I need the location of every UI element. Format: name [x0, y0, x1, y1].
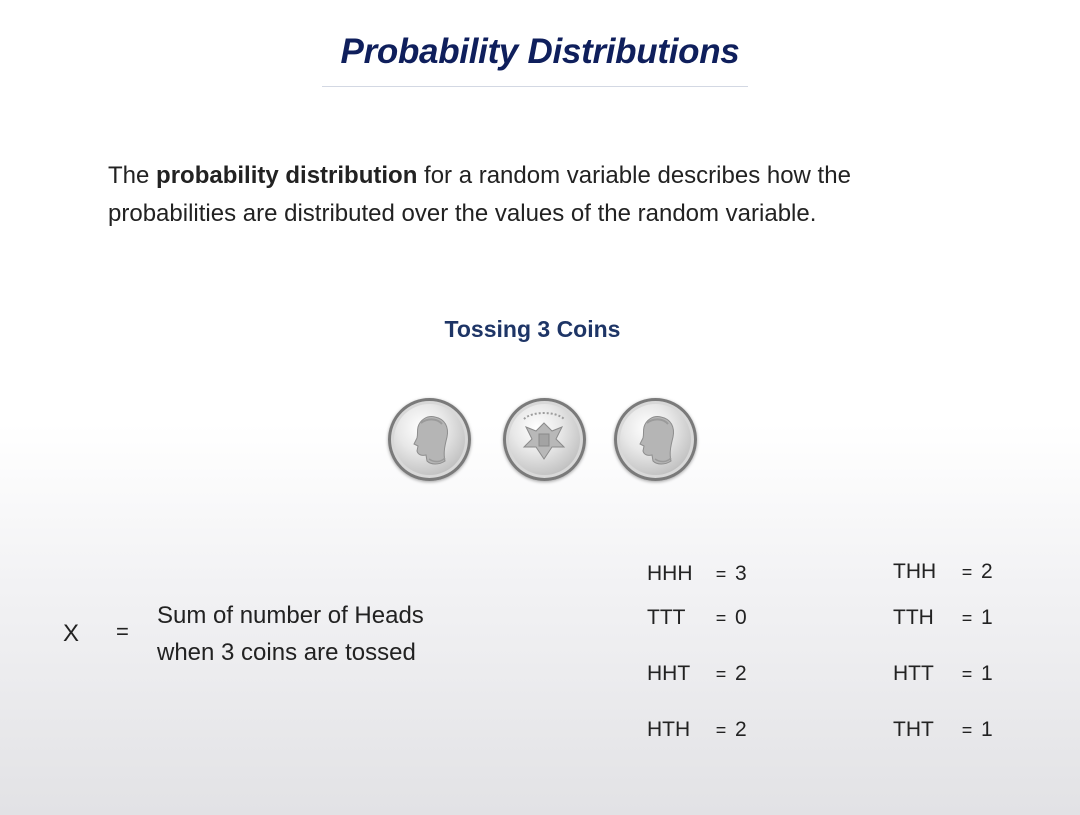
- outcome-value: 1: [981, 718, 993, 741]
- slide-title: Probability Distributions: [340, 32, 740, 71]
- section-subtitle: Tossing 3 Coins: [444, 316, 621, 342]
- outcome-sequence: THH: [893, 560, 937, 583]
- outcome-row: TTT = 0: [647, 606, 755, 630]
- variable-description: Sum of number of Heads when 3 coins are …: [157, 597, 424, 671]
- coin-heads-icon: [388, 398, 471, 481]
- outcome-row: HTH = 2: [647, 718, 755, 742]
- outcome-sequence: HHT: [647, 662, 691, 685]
- outcome-equals: =: [715, 564, 727, 584]
- definition-line1-rest: for a random variable describes how the: [417, 162, 851, 189]
- coin-tails-icon: [503, 398, 586, 481]
- title-underline: [322, 86, 748, 87]
- coin-row: [0, 398, 1080, 483]
- outcome-value: 2: [735, 718, 747, 741]
- outcome-sequence: THT: [893, 718, 934, 741]
- variable-equals: =: [116, 619, 129, 644]
- outcome-row: HHT = 2: [647, 662, 755, 686]
- variable-desc-line1: Sum of number of Heads: [157, 602, 424, 629]
- outcome-row: HTT = 1: [893, 662, 1001, 686]
- outcome-row: HHH = 3: [647, 562, 755, 586]
- definition-line2: probabilities are distributed over the v…: [108, 200, 817, 227]
- outcome-value: 1: [981, 606, 993, 629]
- variable-desc-line2: when 3 coins are tossed: [157, 639, 416, 666]
- outcome-row: THT = 1: [893, 718, 1001, 742]
- outcome-sequence: HTH: [647, 718, 691, 741]
- definition-text: The probability distribution for a rando…: [108, 157, 1008, 233]
- outcome-row: THH = 2: [893, 560, 1001, 584]
- outcome-sequence: TTT: [647, 606, 686, 629]
- outcome-equals: =: [961, 608, 973, 628]
- outcome-value: 2: [981, 560, 993, 583]
- outcome-value: 2: [735, 662, 747, 685]
- outcome-equals: =: [715, 720, 727, 740]
- outcome-sequence: HTT: [893, 662, 934, 685]
- outcome-equals: =: [961, 562, 973, 582]
- definition-prefix: The: [108, 162, 157, 189]
- outcome-sequence: TTH: [893, 606, 934, 629]
- definition-term: probability distribution: [156, 162, 418, 189]
- variable-symbol: X: [63, 620, 80, 647]
- outcome-sequence: HHH: [647, 562, 693, 585]
- outcome-equals: =: [715, 608, 727, 628]
- outcome-value: 0: [735, 606, 747, 629]
- outcome-equals: =: [961, 664, 973, 684]
- outcome-equals: =: [961, 720, 973, 740]
- outcome-row: TTH = 1: [893, 606, 1001, 630]
- outcome-value: 3: [735, 562, 747, 585]
- outcome-value: 1: [981, 662, 993, 685]
- outcome-equals: =: [715, 664, 727, 684]
- coin-heads-icon: [614, 398, 697, 481]
